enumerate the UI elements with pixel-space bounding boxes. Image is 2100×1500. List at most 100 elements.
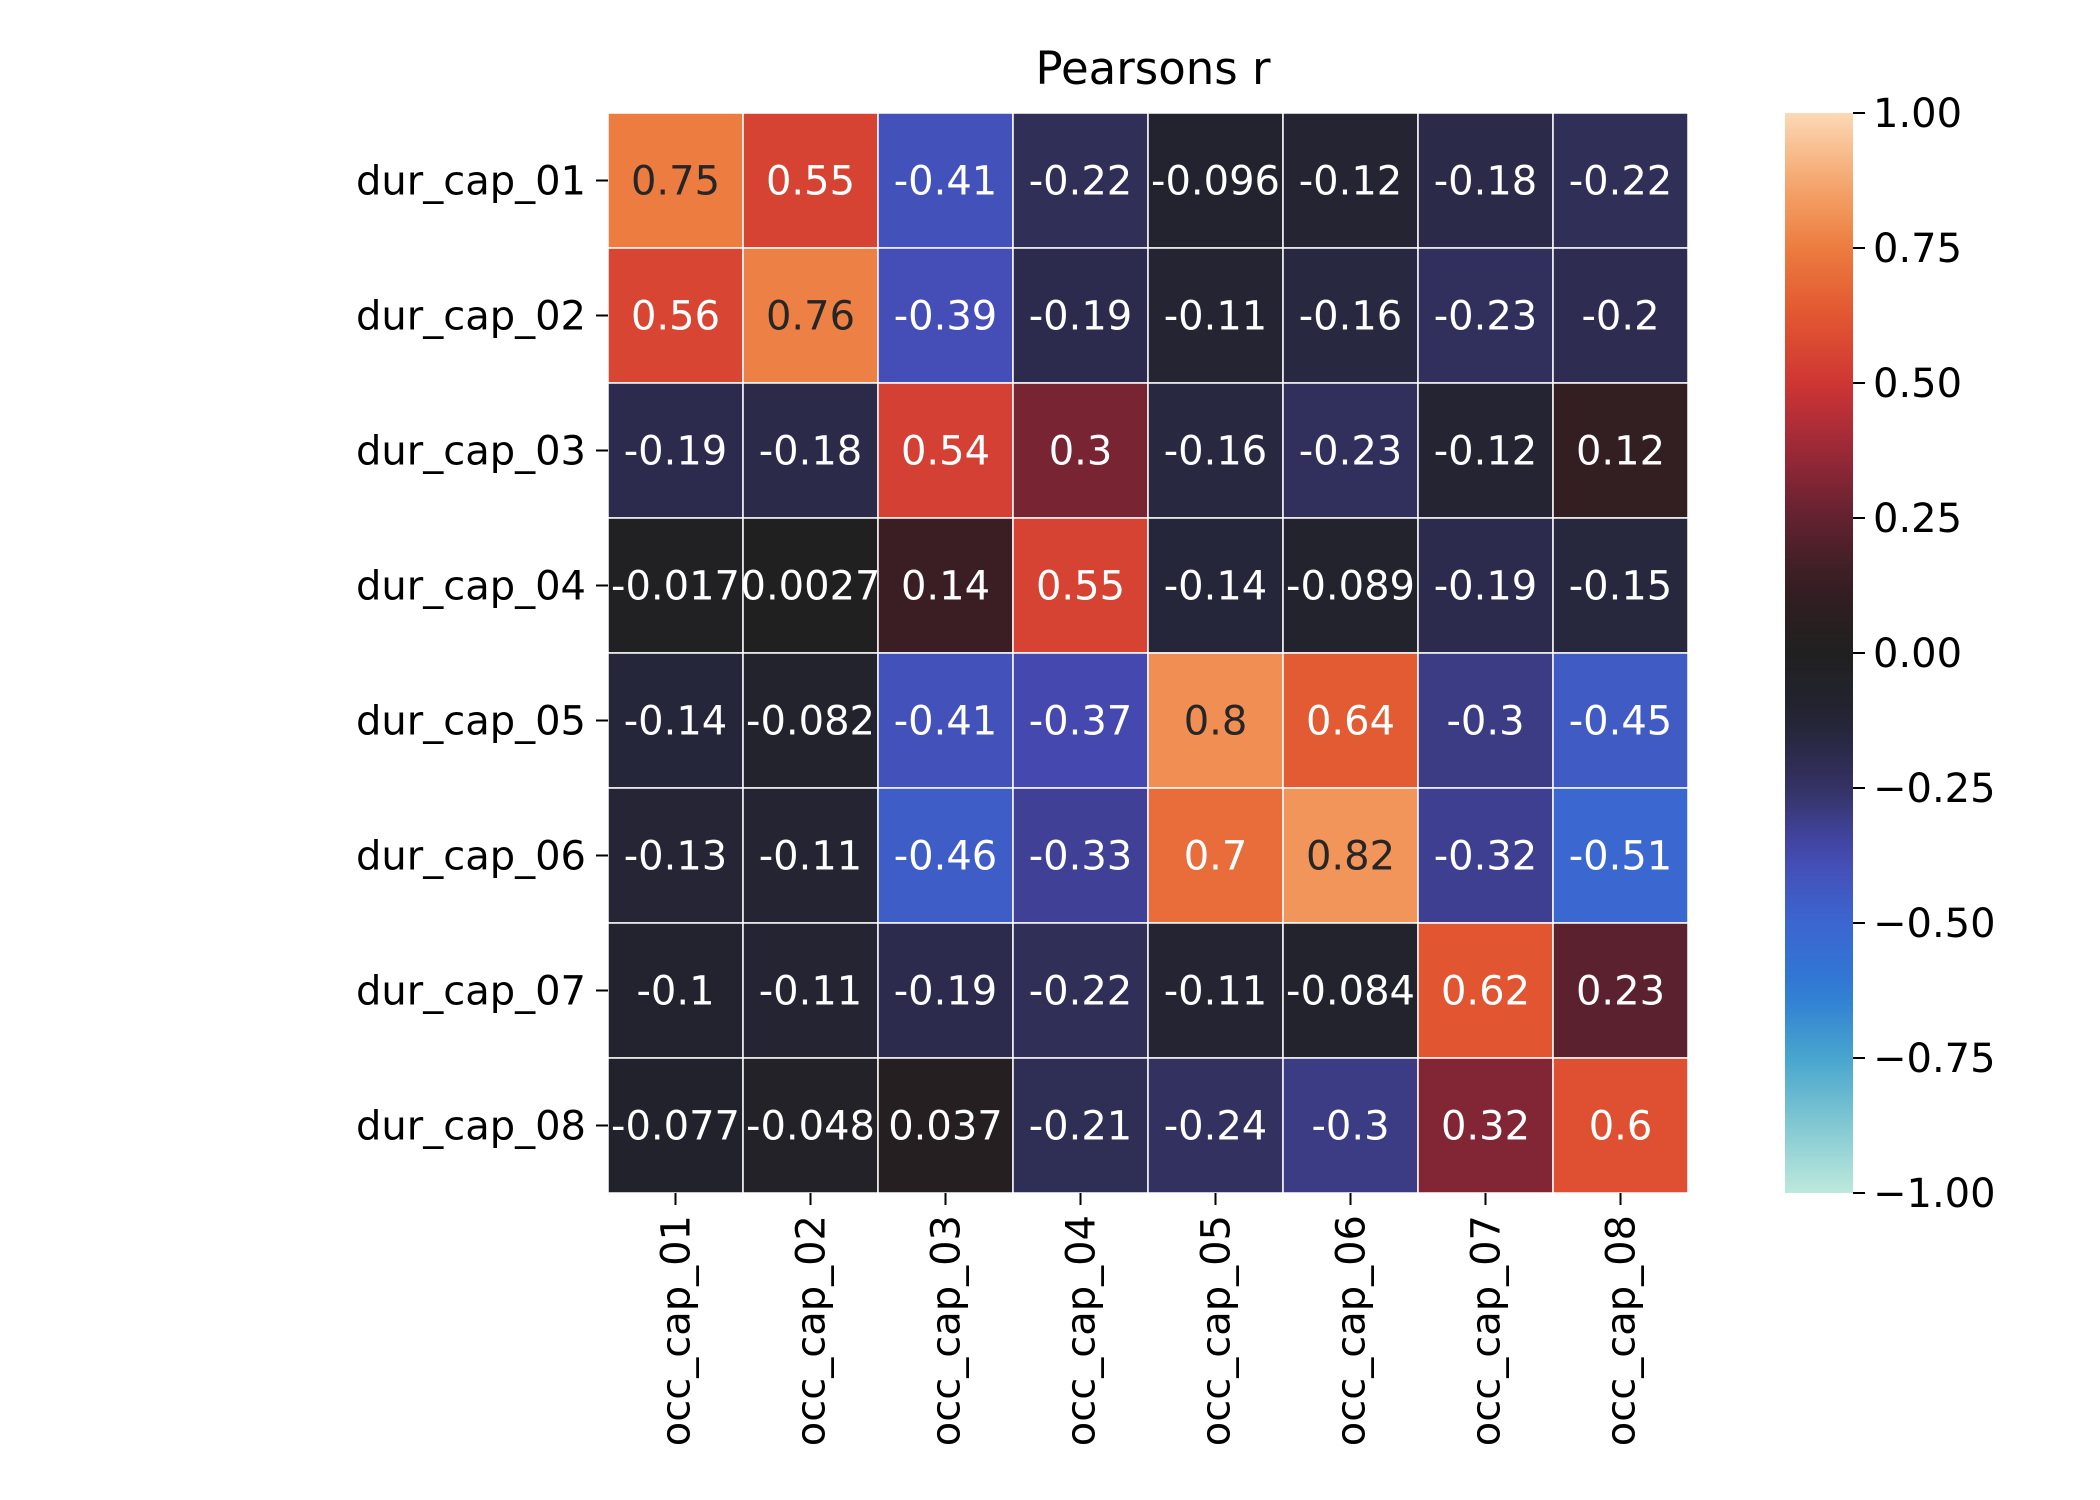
x-tick-label: occ_cap_04 xyxy=(1059,1215,1105,1446)
heatmap-cell xyxy=(1417,922,1554,1059)
heatmap-cells xyxy=(607,112,1689,1194)
heatmap-cell xyxy=(1282,787,1419,924)
y-tick-label: dur_cap_08 xyxy=(356,1104,586,1150)
cell-value-label: -0.23 xyxy=(1299,429,1403,475)
heatmap-cell xyxy=(1147,1057,1284,1194)
cell-value-label: 0.75 xyxy=(631,159,720,205)
heatmap-cell xyxy=(1552,112,1689,249)
cell-value-label: -0.15 xyxy=(1569,564,1673,610)
cell-value-label: 0.64 xyxy=(1306,699,1395,745)
heatmap-cell xyxy=(1417,787,1554,924)
heatmap-cell xyxy=(1417,652,1554,789)
heatmap-cell xyxy=(1282,922,1419,1059)
cell-value-label: -0.096 xyxy=(1151,159,1280,205)
colorbar-tick-label: 0.00 xyxy=(1873,631,1962,677)
heatmap-cell xyxy=(1012,517,1149,654)
colorbar: 1.00 0.75 0.50 0.25 0.00 −0.25 −0.50 −0.75 −1.00 xyxy=(1785,91,1996,1217)
cell-value-label: -0.33 xyxy=(1029,834,1133,880)
cell-value-label: 0.6 xyxy=(1589,1104,1653,1150)
colorbar-tick-label: 0.75 xyxy=(1873,226,1962,272)
cell-value-label: 0.037 xyxy=(888,1104,1003,1150)
cell-value-label: -0.017 xyxy=(611,564,740,610)
cell-value-label: 0.12 xyxy=(1576,429,1665,475)
cell-value-label: -0.11 xyxy=(1164,969,1268,1015)
heatmap-cell xyxy=(1552,787,1689,924)
cell-value-label: -0.3 xyxy=(1446,699,1524,745)
cell-value-label: -0.19 xyxy=(1434,564,1538,610)
cell-value-label: -0.082 xyxy=(746,699,875,745)
heatmap-cell xyxy=(1552,247,1689,384)
heatmap-cell xyxy=(607,922,744,1059)
cell-value-label: 0.14 xyxy=(901,564,990,610)
colorbar-tick-label: −0.25 xyxy=(1873,766,1996,812)
cell-value-label: -0.11 xyxy=(1164,294,1268,340)
cell-value-label: 0.3 xyxy=(1049,429,1113,475)
x-tick-label: occ_cap_08 xyxy=(1599,1215,1645,1446)
cell-value-label: -0.45 xyxy=(1569,699,1673,745)
heatmap-cell xyxy=(1282,112,1419,249)
y-tick-label: dur_cap_07 xyxy=(356,969,586,1015)
cell-value-label: -0.22 xyxy=(1569,159,1673,205)
heatmap-cell xyxy=(1552,922,1689,1059)
cell-value-label: 0.7 xyxy=(1184,834,1248,880)
cell-value-label: -0.19 xyxy=(624,429,728,475)
cell-value-label: -0.18 xyxy=(1434,159,1538,205)
colorbar-gradient xyxy=(1785,113,1853,1193)
cell-value-label: -0.41 xyxy=(894,159,998,205)
cell-value-label: -0.089 xyxy=(1286,564,1415,610)
heatmap-cell xyxy=(742,247,879,384)
cell-value-label: -0.3 xyxy=(1311,1104,1389,1150)
cell-value-label: -0.14 xyxy=(624,699,728,745)
y-tick-label: dur_cap_03 xyxy=(356,429,586,475)
cell-value-label: -0.22 xyxy=(1029,159,1133,205)
heatmap-cell xyxy=(1012,382,1149,519)
cell-value-label: -0.22 xyxy=(1029,969,1133,1015)
x-axis: occ_cap_01 occ_cap_02 occ_cap_03 occ_cap_04… xyxy=(654,1193,1645,1446)
heatmap-cell xyxy=(1417,517,1554,654)
heatmap-cell xyxy=(877,382,1014,519)
chart-title: Pearsons r xyxy=(1035,42,1271,95)
cell-value-label: 0.55 xyxy=(1036,564,1125,610)
x-tick-label: occ_cap_03 xyxy=(924,1215,970,1446)
cell-value-label: 0.23 xyxy=(1576,969,1665,1015)
y-tick-label: dur_cap_06 xyxy=(356,834,586,880)
heatmap-cell xyxy=(1147,517,1284,654)
heatmap-cell xyxy=(1552,1057,1689,1194)
cell-value-label: -0.11 xyxy=(759,969,863,1015)
cell-value-label: -0.12 xyxy=(1299,159,1403,205)
cell-value-label: 0.32 xyxy=(1441,1104,1530,1150)
colorbar-tick-label: −0.75 xyxy=(1873,1036,1996,1082)
cell-value-label: -0.32 xyxy=(1434,834,1538,880)
cell-value-label: -0.19 xyxy=(1029,294,1133,340)
cell-value-label: 0.0027 xyxy=(741,564,881,610)
y-tick-label: dur_cap_02 xyxy=(356,294,586,340)
cell-value-label: 0.55 xyxy=(766,159,855,205)
heatmap-cell xyxy=(1012,247,1149,384)
cell-value-label: -0.39 xyxy=(894,294,998,340)
cell-value-label: -0.11 xyxy=(759,834,863,880)
heatmap-cell xyxy=(607,382,744,519)
heatmap-cell xyxy=(1552,382,1689,519)
cell-value-label: -0.084 xyxy=(1286,969,1415,1015)
heatmap-cell-labels: 0.75 0.55 -0.41 -0.22 -0.096 -0.12 -0.18 -0.22 0… xyxy=(611,159,1672,1150)
cell-value-label: -0.2 xyxy=(1581,294,1659,340)
y-tick-label: dur_cap_01 xyxy=(356,159,586,205)
cell-value-label: -0.13 xyxy=(624,834,728,880)
heatmap-cell xyxy=(1012,652,1149,789)
heatmap-cell xyxy=(742,922,879,1059)
cell-value-label: 0.54 xyxy=(901,429,990,475)
heatmap-cell xyxy=(877,1057,1014,1194)
cell-value-label: -0.16 xyxy=(1164,429,1268,475)
heatmap-cell xyxy=(1282,382,1419,519)
cell-value-label: -0.37 xyxy=(1029,699,1133,745)
cell-value-label: 0.82 xyxy=(1306,834,1395,880)
heatmap-cell xyxy=(877,112,1014,249)
heatmap-cell xyxy=(1147,787,1284,924)
y-tick-label: dur_cap_05 xyxy=(356,699,586,745)
x-tick-label: occ_cap_02 xyxy=(789,1215,835,1446)
y-tick-label: dur_cap_04 xyxy=(356,564,586,610)
colorbar-tick-label: 0.25 xyxy=(1873,496,1962,542)
cell-value-label: -0.048 xyxy=(746,1104,875,1150)
heatmap-cell xyxy=(1147,922,1284,1059)
